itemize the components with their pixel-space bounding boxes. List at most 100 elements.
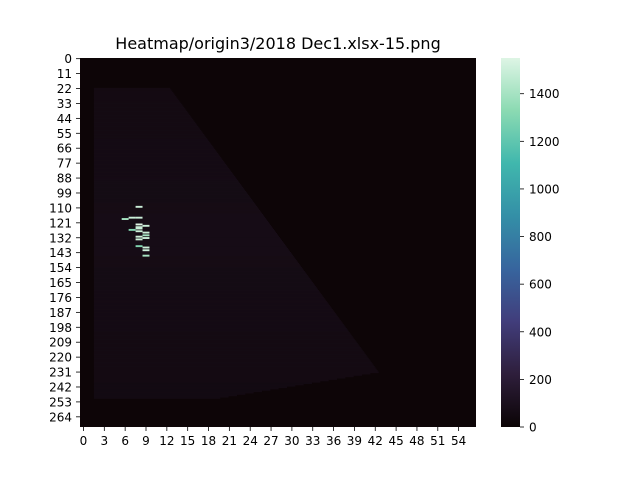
heatmap-cell xyxy=(93,163,227,166)
heatmap-cell xyxy=(93,323,344,326)
heatmap-cell xyxy=(93,359,370,361)
heatmap-cell xyxy=(93,128,201,131)
y-tick-label: 198 xyxy=(49,321,72,335)
heatmap-cell xyxy=(93,294,322,296)
heatmap-cell xyxy=(93,246,287,249)
heatmap-cell xyxy=(93,322,343,325)
heatmap-cell xyxy=(93,308,333,311)
heatmap-cell xyxy=(93,395,229,398)
heatmap-cell xyxy=(93,239,283,242)
heatmap-cell xyxy=(93,313,336,315)
heatmap-cell xyxy=(93,119,194,121)
heatmap-cell xyxy=(93,260,297,262)
heatmap-cell xyxy=(93,101,181,104)
heatmap-cell xyxy=(93,280,312,283)
x-tick-label: 6 xyxy=(121,434,129,448)
y-tick-label: 143 xyxy=(49,246,72,260)
heatmap-cell xyxy=(93,321,342,323)
heatmap-cell xyxy=(93,298,325,300)
heatmap-cell xyxy=(93,302,328,304)
heatmap-cell xyxy=(93,105,184,108)
heatmap-cell xyxy=(93,200,254,203)
y-tick-label: 242 xyxy=(49,380,72,394)
heatmap-cell xyxy=(93,184,242,186)
heatmap-cell xyxy=(93,268,303,271)
heatmap-cell xyxy=(93,253,292,256)
colorbar-tick-label: 200 xyxy=(529,373,552,387)
heatmap-cell xyxy=(93,207,259,209)
heatmap-cell xyxy=(93,251,291,254)
heatmap-cell xyxy=(93,299,326,302)
heatmap-cell xyxy=(93,108,186,110)
heatmap-cell xyxy=(135,226,143,229)
heatmap-cell xyxy=(135,230,143,233)
heatmap-cell xyxy=(93,90,173,93)
heatmap-cell xyxy=(93,314,337,317)
heatmap-cell xyxy=(93,237,281,239)
heatmap-cell xyxy=(93,146,214,148)
y-tick-label: 77 xyxy=(57,157,72,171)
heatmap-cell xyxy=(93,125,199,128)
y-tick-label: 187 xyxy=(49,306,72,320)
x-tick-label: 12 xyxy=(159,434,174,448)
heatmap-cell xyxy=(93,205,258,208)
heatmap-cell xyxy=(93,247,288,250)
heatmap-cell xyxy=(93,265,301,268)
heatmap-cell xyxy=(93,189,246,192)
y-tick-label: 33 xyxy=(57,97,72,111)
heatmap-cell xyxy=(93,133,205,136)
heatmap-cell xyxy=(93,272,306,275)
heatmap-cell xyxy=(93,283,314,285)
y-tick-label: 209 xyxy=(49,336,72,350)
heatmap-cell xyxy=(93,173,234,176)
heatmap-cell xyxy=(93,199,253,201)
heatmap-cell xyxy=(93,384,296,387)
heatmap-cell xyxy=(93,204,257,207)
heatmap-cell xyxy=(93,201,255,204)
heatmap-cell xyxy=(93,364,374,367)
heatmap-cell xyxy=(93,245,286,247)
colorbar-tick-label: 1200 xyxy=(529,135,560,149)
heatmap-cell xyxy=(93,159,224,162)
heatmap-cell xyxy=(93,352,365,355)
heatmap-cell xyxy=(93,341,357,344)
heatmap-cell xyxy=(93,332,350,334)
y-tick-label: 44 xyxy=(57,112,72,126)
heatmap-cell xyxy=(93,281,313,284)
heatmap-cell xyxy=(93,113,190,116)
heatmap-cell xyxy=(128,228,136,231)
heatmap-cell xyxy=(93,303,329,306)
heatmap-cell xyxy=(93,289,319,292)
heatmap-cell xyxy=(93,131,203,134)
heatmap-cell xyxy=(93,211,262,214)
heatmap-cell xyxy=(93,152,219,155)
heatmap-cell xyxy=(93,351,364,353)
heatmap-cell xyxy=(93,383,304,386)
y-tick-label: 110 xyxy=(49,201,72,215)
heatmap-cell xyxy=(93,136,207,139)
x-tick-label: 30 xyxy=(284,434,299,448)
heatmap-cell xyxy=(93,212,263,215)
heatmap-cell xyxy=(93,379,329,382)
heatmap-cell xyxy=(93,91,174,94)
y-tick-label: 99 xyxy=(57,186,72,200)
heatmap-cell xyxy=(93,329,348,332)
heatmap-cell xyxy=(93,325,345,328)
x-tick-label: 9 xyxy=(142,434,150,448)
heatmap-cell xyxy=(93,250,290,253)
heatmap-cell xyxy=(93,226,273,228)
heatmap-cell xyxy=(93,147,215,150)
colorbar-tick-label: 1000 xyxy=(529,182,560,196)
heatmap-cell xyxy=(135,238,143,241)
heatmap-cell xyxy=(93,374,363,376)
heatmap-cell xyxy=(93,170,232,173)
colorbar-tick-label: 400 xyxy=(529,325,552,339)
heatmap-cell xyxy=(93,144,213,147)
y-tick-label: 0 xyxy=(64,52,72,66)
heatmap-cell xyxy=(93,295,323,298)
heatmap-cell xyxy=(93,243,285,246)
heatmap-cell xyxy=(93,121,196,124)
heatmap-cell xyxy=(93,216,266,219)
heatmap-cell xyxy=(135,216,143,219)
y-tick-label: 253 xyxy=(49,395,72,409)
